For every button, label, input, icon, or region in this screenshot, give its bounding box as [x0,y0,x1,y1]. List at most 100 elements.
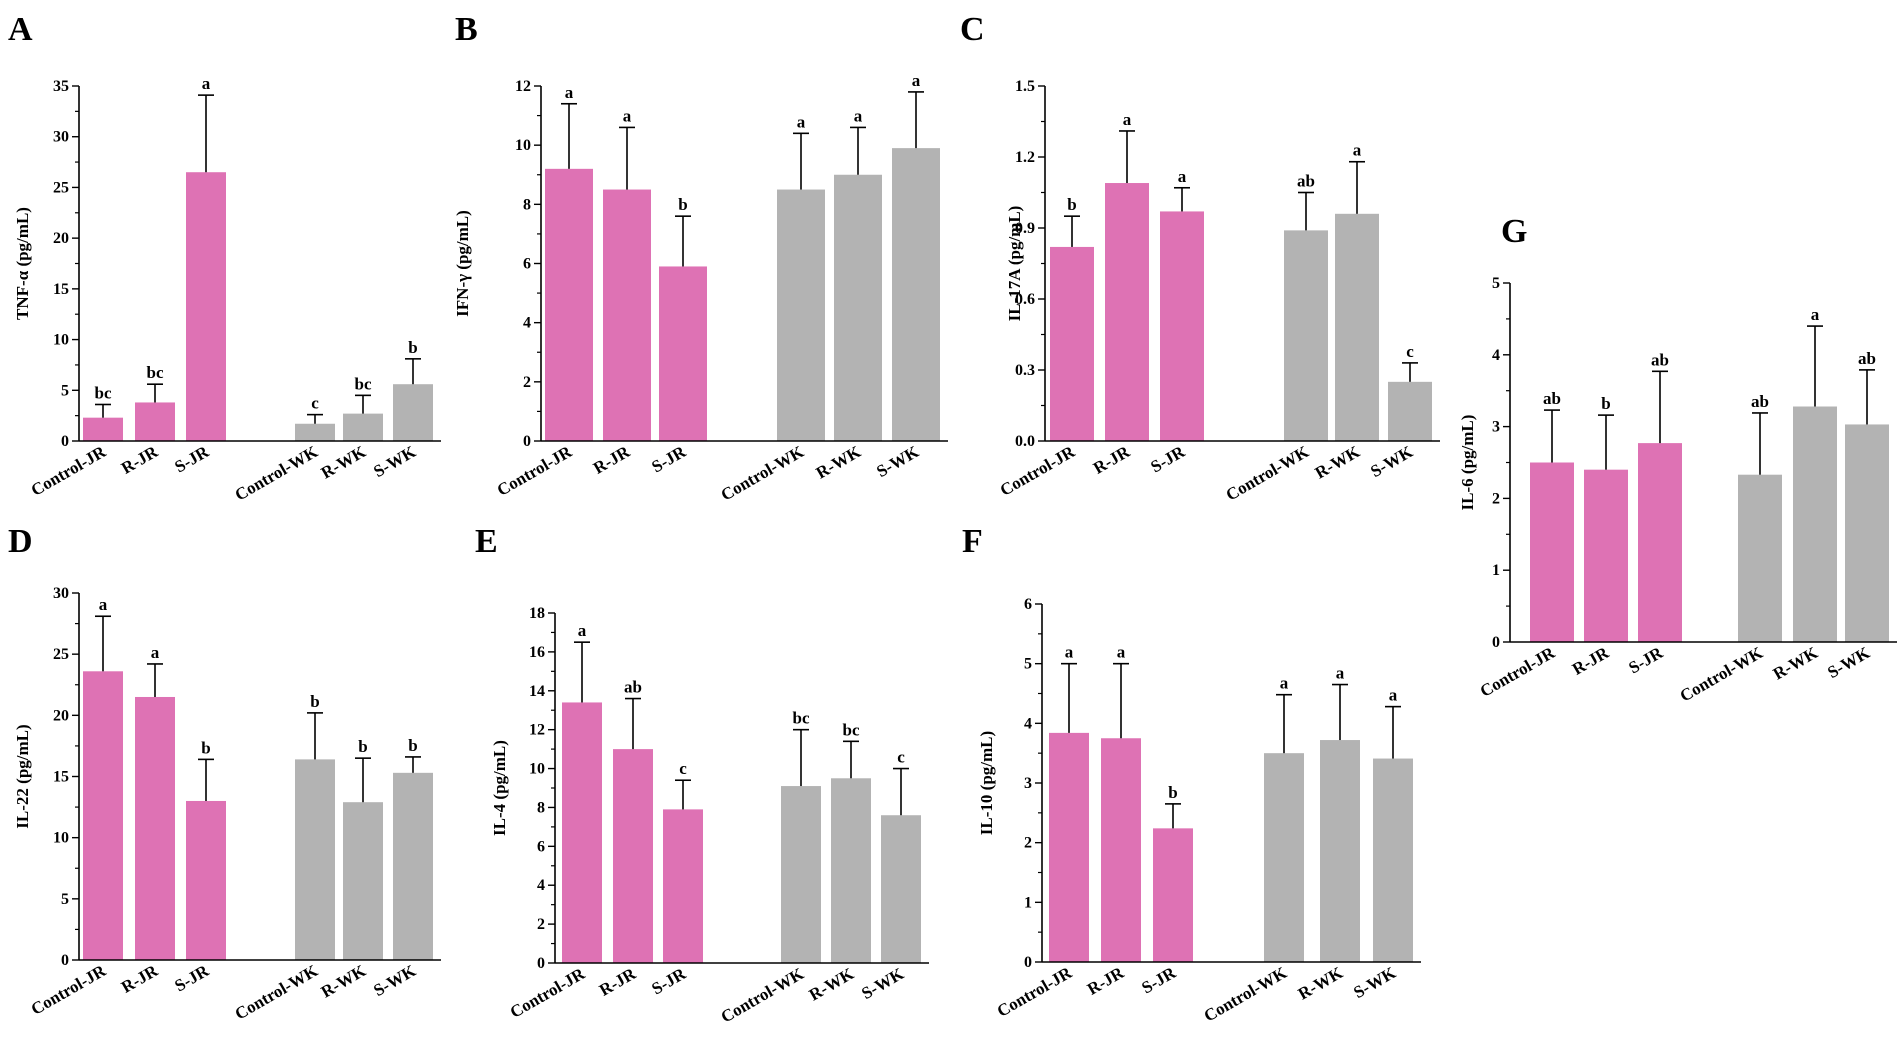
panel-c-letter: C [960,11,985,48]
panel-a-y-axis-label: TNF-α (pg/mL) [13,207,32,320]
panel-b-y-tick-label: 10 [515,137,531,154]
panel-g-bar [1638,443,1682,642]
panel-b-significance-label: a [912,71,921,90]
panel-g-category-label: Control-WK [1677,643,1767,706]
panel-b-bar [545,168,593,442]
panel-a-significance-label: b [408,338,417,357]
panel-b: B IFN-γ (pg/mL) a Control-JR a R-JR b S-JR a Cont… [453,11,948,505]
panel-c-significance-label: a [1353,141,1362,160]
panel-e-significance-label: ab [624,678,642,697]
panel-b-y-tick-label: 6 [523,256,531,273]
panel-a-category-label: Control-WK [232,442,322,505]
panel-a-bar [186,172,226,441]
panel-d-significance-label: b [358,737,367,756]
panel-d-significance-label: b [310,692,319,711]
panel-c-significance-label: c [1406,342,1414,361]
panel-b-y-tick-label: 0 [523,433,531,450]
panel-f-y-tick-label: 3 [1024,775,1032,792]
panel-c-bar [1388,381,1432,441]
panel-c-y-tick-label: 0.9 [1015,220,1035,237]
panel-e-bar [562,702,602,963]
panel-g-category-label: R-WK [1770,643,1822,684]
panel-f-bar [1101,738,1141,962]
panel-e-category-label: Control-JR [507,964,589,1022]
panel-f-y-tick-label: 6 [1024,596,1032,613]
panel-b-letter: B [455,11,478,48]
panel-f-significance-label: a [1117,643,1126,662]
panel-g-category-label: R-JR [1569,643,1613,679]
panel-b-category-label: R-JR [590,442,634,478]
panel-a-significance-label: bc [147,363,164,382]
panel-a-bar [393,384,433,441]
panel-b-bar [659,266,707,441]
panel-g-bar [1738,474,1782,642]
panel-g-significance-label: ab [1543,389,1561,408]
panel-g-significance-label: ab [1651,350,1669,369]
panel-e-bar [881,815,921,963]
panel-e-y-tick-label: 2 [537,916,545,933]
panel-c-significance-label: a [1178,167,1187,186]
panel-d-significance-label: b [201,738,210,757]
panel-a-bar [295,423,335,441]
panel-c-bar [1335,213,1379,441]
panel-g-significance-label: a [1811,305,1820,324]
panel-b-significance-label: a [623,106,632,125]
panel-d-category-label: S-JR [171,961,212,996]
panel-e-category-label: S-JR [648,964,689,999]
panel-e: E IL-4 (pg/mL) a Control-JR ab R-JR c S-JR bc Con… [475,523,929,1027]
panel-e-bar [613,749,653,963]
panel-d-bar [343,802,383,960]
panel-c-category-label: R-WK [1312,442,1364,483]
panel-d-significance-label: a [151,643,160,662]
panel-a-y-tick-label: 10 [53,332,69,349]
panel-b-category-label: Control-JR [494,442,576,500]
panel-b-significance-label: a [797,112,806,131]
panel-a-y-tick-label: 35 [53,78,69,95]
panel-g-y-tick-label: 2 [1492,490,1500,507]
panel-c-category-label: R-JR [1090,442,1134,478]
panel-e-category-label: R-JR [596,964,640,1000]
panel-b-y-axis-label: IFN-γ (pg/mL) [453,210,472,317]
panel-b-bar [777,189,825,441]
panel-e-y-tick-label: 4 [537,877,545,894]
panel-d-y-tick-label: 0 [61,952,69,969]
panel-a-significance-label: a [202,74,211,93]
panel-e-y-tick-label: 6 [537,838,545,855]
panel-a-y-tick-label: 0 [61,433,69,450]
panel-e-significance-label: a [578,621,587,640]
panel-e-category-label: R-WK [806,964,858,1005]
panel-d-category-label: Control-JR [28,961,110,1019]
panel-f-category-label: Control-JR [994,963,1076,1021]
panel-b-significance-label: a [565,83,574,102]
panel-a-category-label: R-JR [118,442,162,478]
panel-c-category-label: S-WK [1367,442,1416,482]
panel-a-category-label: S-WK [370,442,419,482]
panel-g-category-label: S-JR [1625,643,1666,678]
panel-a-letter: A [8,11,33,48]
panel-f-y-tick-label: 4 [1024,715,1032,732]
panel-f-bar [1049,732,1089,962]
panel-c-bar [1160,211,1204,441]
panel-c-category-label: S-JR [1147,442,1188,477]
panel-c-significance-label: a [1123,110,1132,129]
panel-e-category-label: Control-WK [718,964,808,1027]
panel-b-bar [834,174,882,441]
panel-g-category-label: S-WK [1824,643,1873,683]
panel-d-y-tick-label: 10 [53,830,69,847]
panel-e-category-label: S-WK [858,964,907,1004]
panel-e-y-tick-label: 10 [529,761,545,778]
panel-a-significance-label: bc [355,374,372,393]
panel-d-y-tick-label: 15 [53,769,69,786]
panel-e-y-tick-label: 18 [529,605,545,622]
panel-f-significance-label: b [1168,783,1177,802]
panel-a-category-label: S-JR [171,442,212,477]
panel-b-y-tick-label: 2 [523,374,531,391]
panel-a-category-label: Control-JR [28,442,110,500]
panel-b-y-tick-label: 4 [523,315,531,332]
panel-a-category-label: R-WK [318,442,370,483]
panel-c-y-tick-label: 0.0 [1015,433,1035,450]
panel-a-significance-label: c [311,394,319,413]
panel-e-significance-label: c [897,748,905,767]
panel-f-significance-label: a [1065,643,1074,662]
panel-d-bar [135,696,175,960]
